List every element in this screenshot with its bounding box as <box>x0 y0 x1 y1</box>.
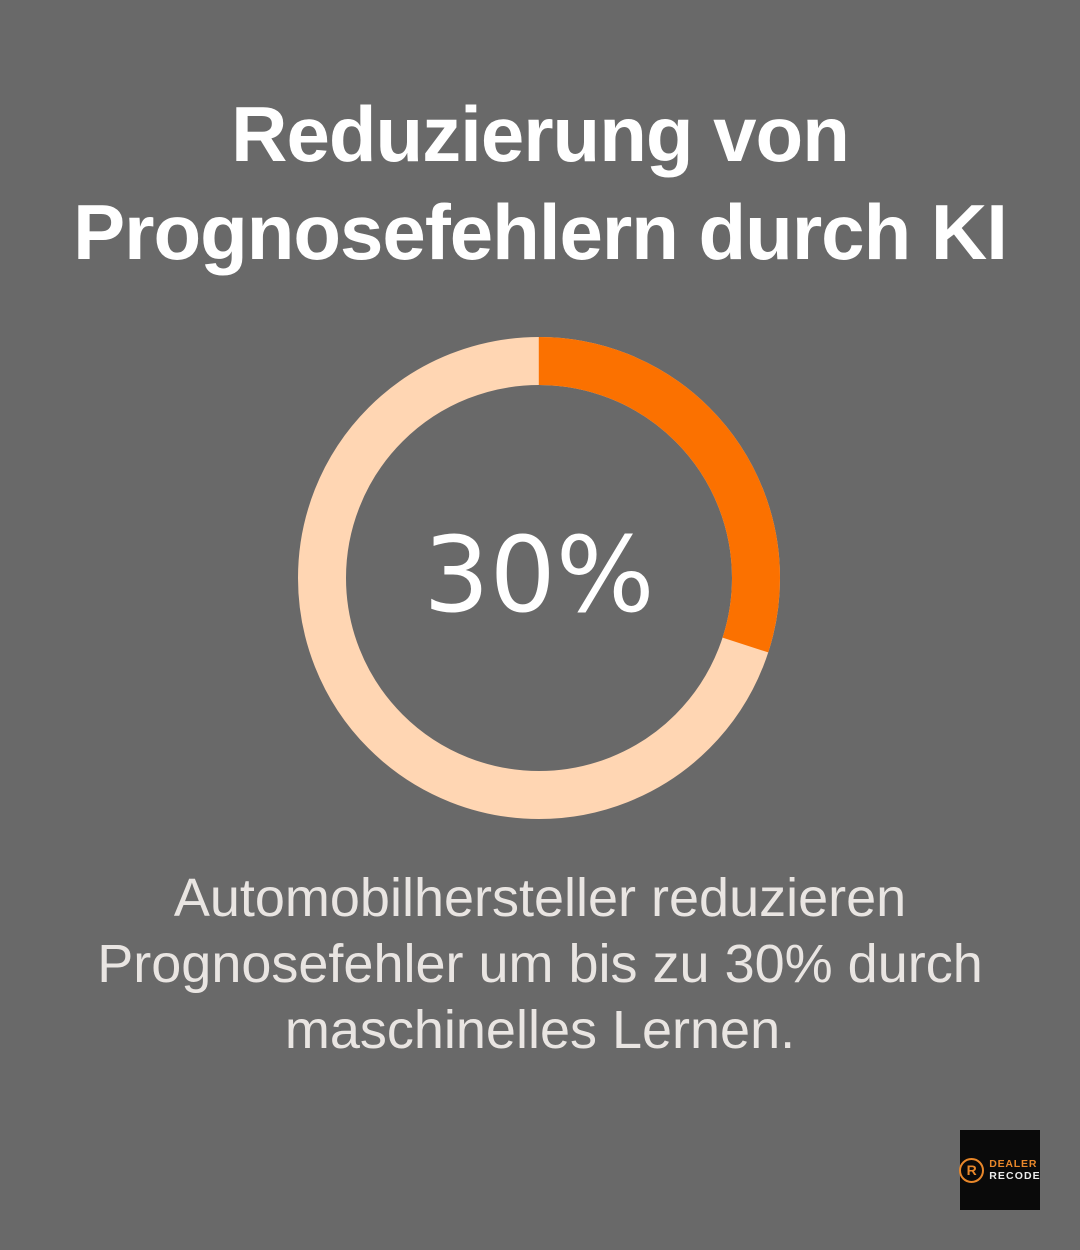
subtitle-line-1: Automobilhersteller reduzieren <box>173 868 907 928</box>
page-title-line-1: Reduzierung von <box>231 90 850 178</box>
subtitle-line-3: maschinelles Lernen. <box>284 999 796 1060</box>
donut-center-value: 30% <box>423 514 655 636</box>
subtitle: Automobilhersteller reduzieren Prognosef… <box>0 866 1080 1064</box>
page-title-line-2: Prognosefehlern durch KI <box>73 187 1008 276</box>
donut-segment-value <box>298 337 780 819</box>
brand-logo: R DEALER RECODE <box>959 1130 1041 1210</box>
donut-chart-svg <box>298 337 780 819</box>
page-title: Reduzierung von Prognosefehlern durch KI <box>0 86 1080 281</box>
brand-logo-text: DEALER RECODE <box>989 1158 1041 1182</box>
brand-logo-inner: R DEALER RECODE <box>959 1157 1041 1183</box>
brand-r-icon: R <box>959 1157 985 1183</box>
subtitle-line-2: Prognosefehler um bis zu 30% durch <box>97 933 983 994</box>
brand-name-top: DEALER <box>989 1157 1038 1170</box>
donut-chart: 30% <box>298 337 780 819</box>
brand-name-bottom: RECODE <box>989 1170 1041 1182</box>
